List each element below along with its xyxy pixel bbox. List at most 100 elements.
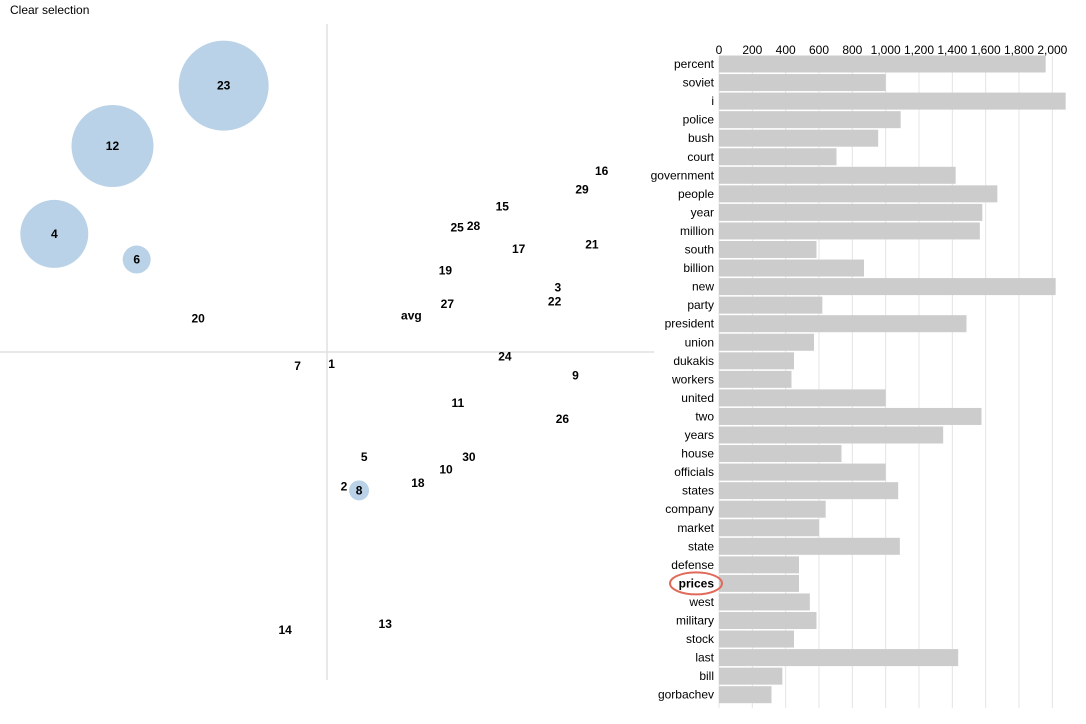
term-bar-west[interactable]	[719, 593, 810, 611]
term-label-bush[interactable]: bush	[688, 131, 714, 145]
topic-label-18[interactable]: 18	[411, 476, 425, 490]
topic-label-5[interactable]: 5	[361, 450, 368, 464]
term-label-officials[interactable]: officials	[674, 465, 714, 479]
term-label-people[interactable]: people	[678, 187, 714, 201]
term-bar-billion[interactable]	[719, 259, 864, 277]
term-bar-party[interactable]	[719, 296, 823, 314]
term-bar-states[interactable]	[719, 482, 899, 500]
topic-circle-8[interactable]	[349, 480, 370, 501]
topic-label-8[interactable]: 8	[356, 483, 363, 497]
topic-label-22[interactable]: 22	[548, 294, 562, 308]
topic-label-9[interactable]: 9	[572, 369, 579, 383]
term-bar-dukakis[interactable]	[719, 352, 794, 370]
term-bar-workers[interactable]	[719, 370, 792, 388]
term-label-workers[interactable]: workers	[671, 372, 714, 386]
term-label-court[interactable]: court	[687, 150, 714, 164]
topic-circle-12[interactable]	[71, 105, 154, 188]
topic-label-13[interactable]: 13	[379, 617, 393, 631]
term-label-union[interactable]: union	[685, 335, 714, 349]
topic-label-25[interactable]: 25	[450, 220, 464, 234]
term-bar-gorbachev[interactable]	[719, 686, 772, 704]
term-label-bill[interactable]: bill	[699, 669, 714, 683]
topic-circle-4[interactable]	[20, 199, 89, 268]
topic-label-20[interactable]: 20	[191, 312, 205, 326]
term-bar-market[interactable]	[719, 519, 819, 537]
term-label-president[interactable]: president	[665, 317, 715, 331]
term-label-united[interactable]: united	[681, 391, 714, 405]
topic-label-6[interactable]: 6	[133, 253, 140, 267]
topic-label-16[interactable]: 16	[595, 164, 609, 178]
term-label-two[interactable]: two	[695, 409, 714, 423]
term-bar-stock[interactable]	[719, 630, 794, 648]
term-label-party[interactable]: party	[687, 298, 714, 312]
topic-label-10[interactable]: 10	[439, 462, 453, 476]
term-label-soviet[interactable]: soviet	[683, 76, 715, 90]
topic-label-21[interactable]: 21	[585, 237, 599, 251]
term-label-billion[interactable]: billion	[683, 261, 714, 275]
term-bar-prices[interactable]	[719, 574, 799, 592]
term-label-company[interactable]: company	[665, 502, 714, 516]
topic-label-23[interactable]: 23	[217, 79, 231, 93]
term-bar-new[interactable]	[719, 278, 1056, 296]
topic-circle-6[interactable]	[122, 245, 151, 274]
topic-label-17[interactable]: 17	[512, 242, 526, 256]
term-bar-i[interactable]	[719, 92, 1066, 110]
topic-label-12[interactable]: 12	[106, 139, 120, 153]
term-bar-year[interactable]	[719, 203, 983, 221]
term-bar-police[interactable]	[719, 111, 901, 129]
term-label-police[interactable]: police	[683, 113, 715, 127]
term-bar-company[interactable]	[719, 500, 826, 518]
topic-label-29[interactable]: 29	[575, 182, 589, 196]
term-label-percent[interactable]: percent	[674, 57, 715, 71]
term-label-house[interactable]: house	[681, 447, 714, 461]
term-label-dukakis[interactable]: dukakis	[673, 354, 714, 368]
term-bar-court[interactable]	[719, 148, 837, 166]
term-bar-state[interactable]	[719, 537, 900, 555]
term-bar-years[interactable]	[719, 426, 944, 444]
topic-label-27[interactable]: 27	[441, 297, 455, 311]
term-label-south[interactable]: south	[685, 243, 714, 257]
term-label-new[interactable]: new	[692, 280, 714, 294]
term-bar-bill[interactable]	[719, 667, 783, 685]
term-bar-officials[interactable]	[719, 463, 886, 481]
clear-selection-button[interactable]: Clear selection	[10, 3, 90, 17]
term-bar-defense[interactable]	[719, 556, 799, 574]
topic-label-24[interactable]: 24	[498, 350, 512, 364]
term-bar-house[interactable]	[719, 445, 842, 463]
topic-label-4[interactable]: 4	[51, 227, 58, 241]
term-bar-last[interactable]	[719, 649, 959, 667]
term-label-market[interactable]: market	[677, 521, 714, 535]
term-bar-million[interactable]	[719, 222, 980, 240]
term-bar-people[interactable]	[719, 185, 998, 203]
topic-label-28[interactable]: 28	[467, 219, 481, 233]
term-bar-president[interactable]	[719, 315, 967, 333]
term-label-stock[interactable]: stock	[686, 632, 715, 646]
topic-label-19[interactable]: 19	[439, 264, 453, 278]
term-bar-bush[interactable]	[719, 129, 879, 147]
term-label-government[interactable]: government	[651, 168, 715, 182]
term-label-last[interactable]: last	[695, 651, 714, 665]
term-bar-united[interactable]	[719, 389, 886, 407]
term-bar-south[interactable]	[719, 241, 817, 258]
term-bar-government[interactable]	[719, 166, 956, 184]
topic-label-7[interactable]: 7	[294, 359, 301, 373]
term-label-year[interactable]: year	[691, 205, 714, 219]
topic-label-30[interactable]: 30	[462, 450, 476, 464]
term-label-military[interactable]: military	[676, 614, 714, 628]
term-label-gorbachev[interactable]: gorbachev	[658, 688, 714, 702]
term-bar-military[interactable]	[719, 612, 817, 629]
term-label-prices[interactable]: prices	[679, 576, 715, 590]
topic-label-3[interactable]: 3	[555, 281, 562, 295]
term-bar-soviet[interactable]	[719, 74, 886, 92]
topic-circle-23[interactable]	[178, 40, 269, 131]
topic-label-avg[interactable]: avg	[401, 308, 422, 322]
topic-label-26[interactable]: 26	[556, 412, 570, 426]
term-label-years[interactable]: years	[685, 428, 714, 442]
topic-label-2[interactable]: 2	[341, 479, 348, 493]
term-label-state[interactable]: state	[688, 539, 714, 553]
topic-label-15[interactable]: 15	[496, 199, 510, 213]
topic-label-1[interactable]: 1	[328, 357, 335, 371]
term-bar-percent[interactable]	[719, 55, 1046, 73]
term-label-million[interactable]: million	[680, 224, 714, 238]
term-bar-union[interactable]	[719, 333, 814, 351]
